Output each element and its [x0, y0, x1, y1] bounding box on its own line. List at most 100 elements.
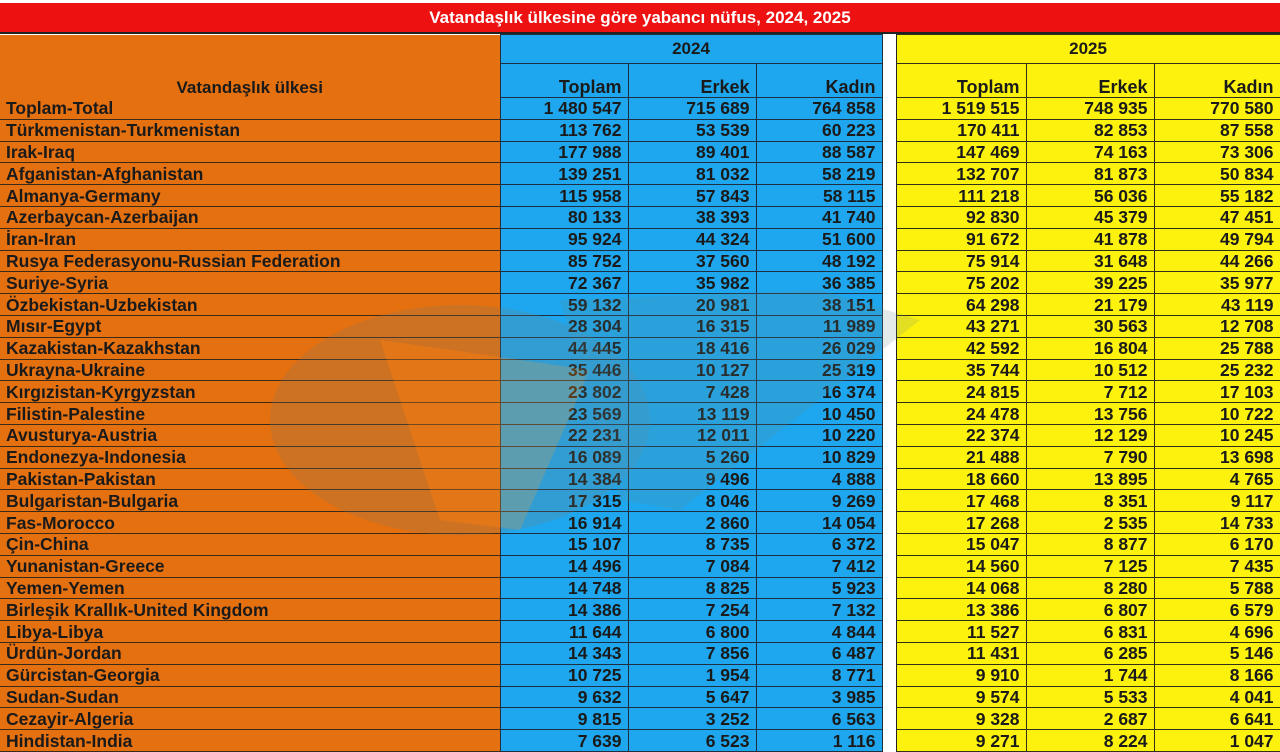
value-2024-male: 7 856	[627, 641, 757, 665]
value-2025-male: 8 280	[1025, 576, 1155, 600]
value-2024-male: 6 800	[627, 620, 757, 643]
value-2024-female: 36 385	[755, 271, 883, 295]
value-2024-total: 14 343	[499, 641, 629, 665]
value-2024-male: 5 260	[627, 445, 757, 469]
value-2025-total: 15 047	[895, 532, 1027, 556]
value-2025-female: 770 580	[1153, 97, 1280, 120]
country-name: Türkmenistan-Turkmenistan	[0, 119, 500, 142]
column-separator	[881, 555, 897, 578]
value-2024-male: 20 981	[627, 293, 757, 316]
country-name: Azerbaycan-Azerbaijan	[0, 206, 500, 229]
value-2025-male: 45 379	[1025, 205, 1155, 229]
value-2024-total: 14 748	[499, 576, 629, 600]
value-2024-male: 18 416	[627, 336, 757, 360]
value-2024-total: 16 914	[499, 511, 629, 534]
value-2025-male: 1 744	[1025, 663, 1155, 687]
value-2024-male: 3 252	[627, 707, 757, 731]
table-row: Almanya-Germany 115 958 57 843 58 115 111 21…	[0, 184, 1280, 207]
country-name: Bulgaristan-Bulgaria	[0, 489, 500, 513]
value-2025-male: 13 895	[1025, 467, 1155, 491]
column-separator	[881, 315, 897, 338]
country-column-header: Vatandaşlık ülkesi	[0, 34, 500, 98]
value-2025-total: 11 527	[895, 620, 1027, 643]
value-2025-female: 1 047	[1153, 729, 1280, 752]
value-2025-male: 6 807	[1025, 598, 1155, 622]
value-2024-total: 9 632	[499, 685, 629, 709]
column-separator	[881, 533, 897, 556]
value-2025-total: 35 744	[895, 358, 1027, 382]
table-row: Azerbaycan-Azerbaijan 80 133 38 393 41 740 9…	[0, 205, 1280, 229]
value-2025-total: 170 411	[895, 118, 1027, 142]
value-2024-male: 37 560	[627, 249, 757, 273]
value-2025-male: 56 036	[1025, 184, 1155, 207]
value-2024-male: 715 689	[627, 97, 757, 120]
value-2024-male: 7 084	[627, 554, 757, 578]
value-2024-total: 95 924	[499, 227, 629, 251]
value-2025-female: 35 977	[1153, 271, 1280, 295]
value-2024-male: 81 032	[627, 162, 757, 186]
value-2024-male: 12 011	[627, 423, 757, 447]
value-2025-male: 41 878	[1025, 227, 1155, 251]
value-2024-female: 58 219	[755, 162, 883, 186]
country-name: Pakistan-Pakistan	[0, 468, 500, 491]
value-2024-female: 38 151	[755, 293, 883, 316]
value-2025-female: 10 245	[1153, 423, 1280, 447]
value-2024-female: 6 487	[755, 641, 883, 665]
value-2025-female: 25 232	[1153, 358, 1280, 382]
table-row: Avusturya-Austria 22 231 12 011 10 220 22 37…	[0, 423, 1280, 447]
table-row: Özbekistan-Uzbekistan 59 132 20 981 38 151 6…	[0, 293, 1280, 316]
value-2025-total: 147 469	[895, 140, 1027, 164]
value-2024-female: 11 989	[755, 314, 883, 338]
country-name: Ukrayna-Ukraine	[0, 359, 500, 382]
value-2025-total: 14 560	[895, 554, 1027, 578]
value-2025-male: 81 873	[1025, 162, 1155, 186]
year-2024-header: 2024	[499, 34, 883, 64]
value-2025-male: 6 285	[1025, 641, 1155, 665]
value-2025-total: 75 914	[895, 249, 1027, 273]
value-2025-total: 9 574	[895, 685, 1027, 709]
value-2024-male: 6 523	[627, 729, 757, 752]
value-2025-male: 7 712	[1025, 380, 1155, 404]
header-2025-total: Toplam	[895, 63, 1027, 98]
country-name: İran-Iran	[0, 228, 500, 251]
value-2024-female: 16 374	[755, 380, 883, 404]
value-2025-total: 43 271	[895, 314, 1027, 338]
value-2025-total: 13 386	[895, 598, 1027, 622]
value-2024-female: 8 771	[755, 663, 883, 687]
country-name: Suriye-Syria	[0, 271, 500, 295]
column-separator	[881, 402, 897, 425]
value-2025-male: 7 125	[1025, 554, 1155, 578]
country-name: Afganistan-Afghanistan	[0, 162, 500, 186]
column-separator	[881, 250, 897, 272]
value-2024-male: 2 860	[627, 511, 757, 534]
column-separator	[881, 293, 897, 316]
column-separator	[881, 34, 897, 98]
value-2024-female: 26 029	[755, 336, 883, 360]
value-2024-total: 16 089	[499, 445, 629, 469]
table-row: Endonezya-Indonesia 16 089 5 260 10 829 21 4…	[0, 445, 1280, 469]
value-2025-female: 73 306	[1153, 140, 1280, 164]
value-2024-total: 72 367	[499, 271, 629, 295]
value-2024-female: 5 923	[755, 576, 883, 600]
year-header-row: Vatandaşlık ülkesi 2024 2025	[0, 34, 1280, 98]
value-2024-total: 14 386	[499, 598, 629, 622]
value-2025-total: 111 218	[895, 184, 1027, 207]
value-2025-male: 8 224	[1025, 729, 1155, 752]
value-2024-female: 51 600	[755, 227, 883, 251]
value-2025-female: 5 788	[1153, 576, 1280, 600]
column-separator	[881, 620, 897, 643]
value-2025-total: 18 660	[895, 467, 1027, 491]
value-2025-female: 10 722	[1153, 402, 1280, 425]
value-2025-female: 6 579	[1153, 598, 1280, 622]
value-2025-total: 9 328	[895, 707, 1027, 731]
value-2025-female: 49 794	[1153, 227, 1280, 251]
value-2024-total: 115 958	[499, 184, 629, 207]
value-2025-female: 6 641	[1153, 707, 1280, 731]
country-name: Çin-China	[0, 533, 500, 556]
value-2024-male: 5 647	[627, 685, 757, 709]
value-2024-female: 4 844	[755, 620, 883, 643]
country-name: Libya-Libya	[0, 620, 500, 643]
country-name: Fas-Morocco	[0, 511, 500, 534]
table-row: Bulgaristan-Bulgaria 17 315 8 046 9 269 17 4…	[0, 489, 1280, 513]
value-2024-total: 10 725	[499, 663, 629, 687]
